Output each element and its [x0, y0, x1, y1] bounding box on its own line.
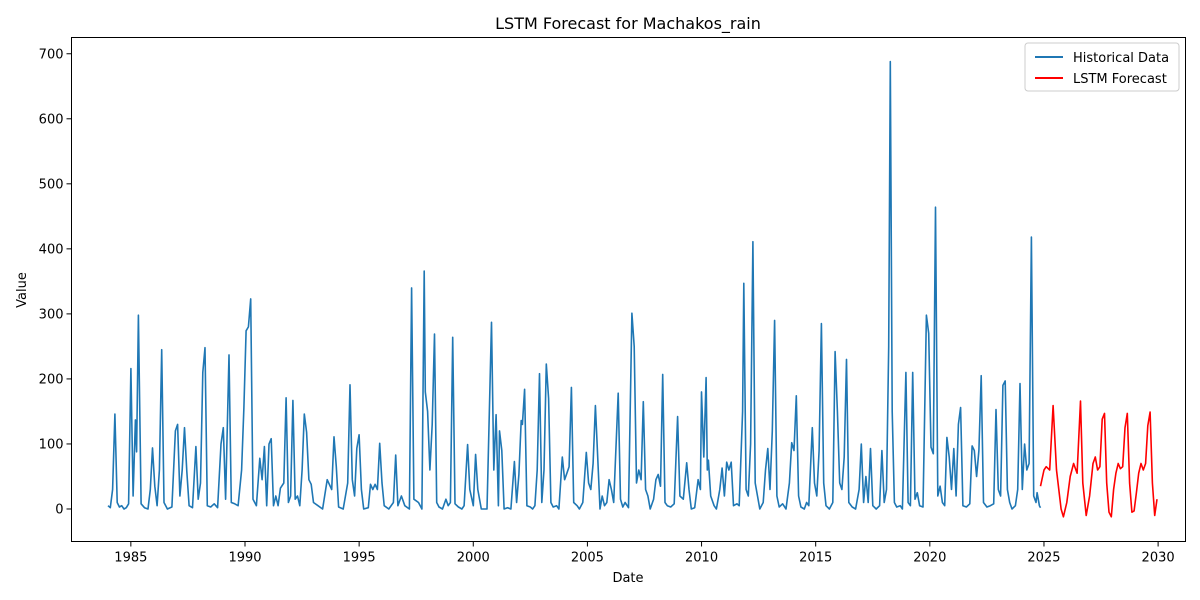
x-tick-label: 2030 — [1142, 551, 1175, 566]
x-axis: 1985 1990 1995 2000 2005 2010 2015 2020 2025 2030 — [114, 541, 1175, 566]
series-layer — [107, 60, 1158, 518]
y-axis: 0 100 200 300 400 500 600 700 — [39, 47, 72, 517]
y-tick-label: 700 — [39, 47, 64, 62]
y-tick-label: 600 — [39, 112, 64, 127]
y-tick-label: 300 — [39, 307, 64, 322]
y-tick-label: 0 — [55, 502, 63, 517]
y-tick-label: 200 — [39, 372, 64, 387]
chart-title: LSTM Forecast for Machakos_rain — [495, 14, 761, 34]
series-line-historical-data — [107, 60, 1042, 510]
x-tick-label: 2020 — [913, 551, 946, 566]
series-line-lstm-forecast — [1039, 400, 1158, 518]
y-axis-label: Value — [15, 272, 30, 308]
legend: Historical Data LSTM Forecast — [1024, 42, 1180, 92]
x-tick-label: 2015 — [799, 551, 832, 566]
legend-box — [1024, 42, 1180, 92]
plot-area — [71, 37, 1186, 542]
x-tick-label: 2000 — [457, 551, 490, 566]
y-tick-label: 100 — [39, 437, 64, 452]
legend-label-forecast: LSTM Forecast — [1073, 72, 1167, 87]
x-tick-label: 1990 — [228, 551, 261, 566]
x-tick-label: 2005 — [571, 551, 604, 566]
x-tick-label: 1985 — [114, 551, 147, 566]
x-tick-label: 1995 — [343, 551, 376, 566]
x-axis-label: Date — [612, 571, 643, 586]
y-tick-label: 400 — [39, 242, 64, 257]
plot-frame — [71, 37, 1186, 542]
x-tick-label: 2025 — [1027, 551, 1060, 566]
legend-label-historical: Historical Data — [1073, 51, 1169, 66]
x-tick-label: 2010 — [685, 551, 718, 566]
y-tick-label: 500 — [39, 177, 64, 192]
